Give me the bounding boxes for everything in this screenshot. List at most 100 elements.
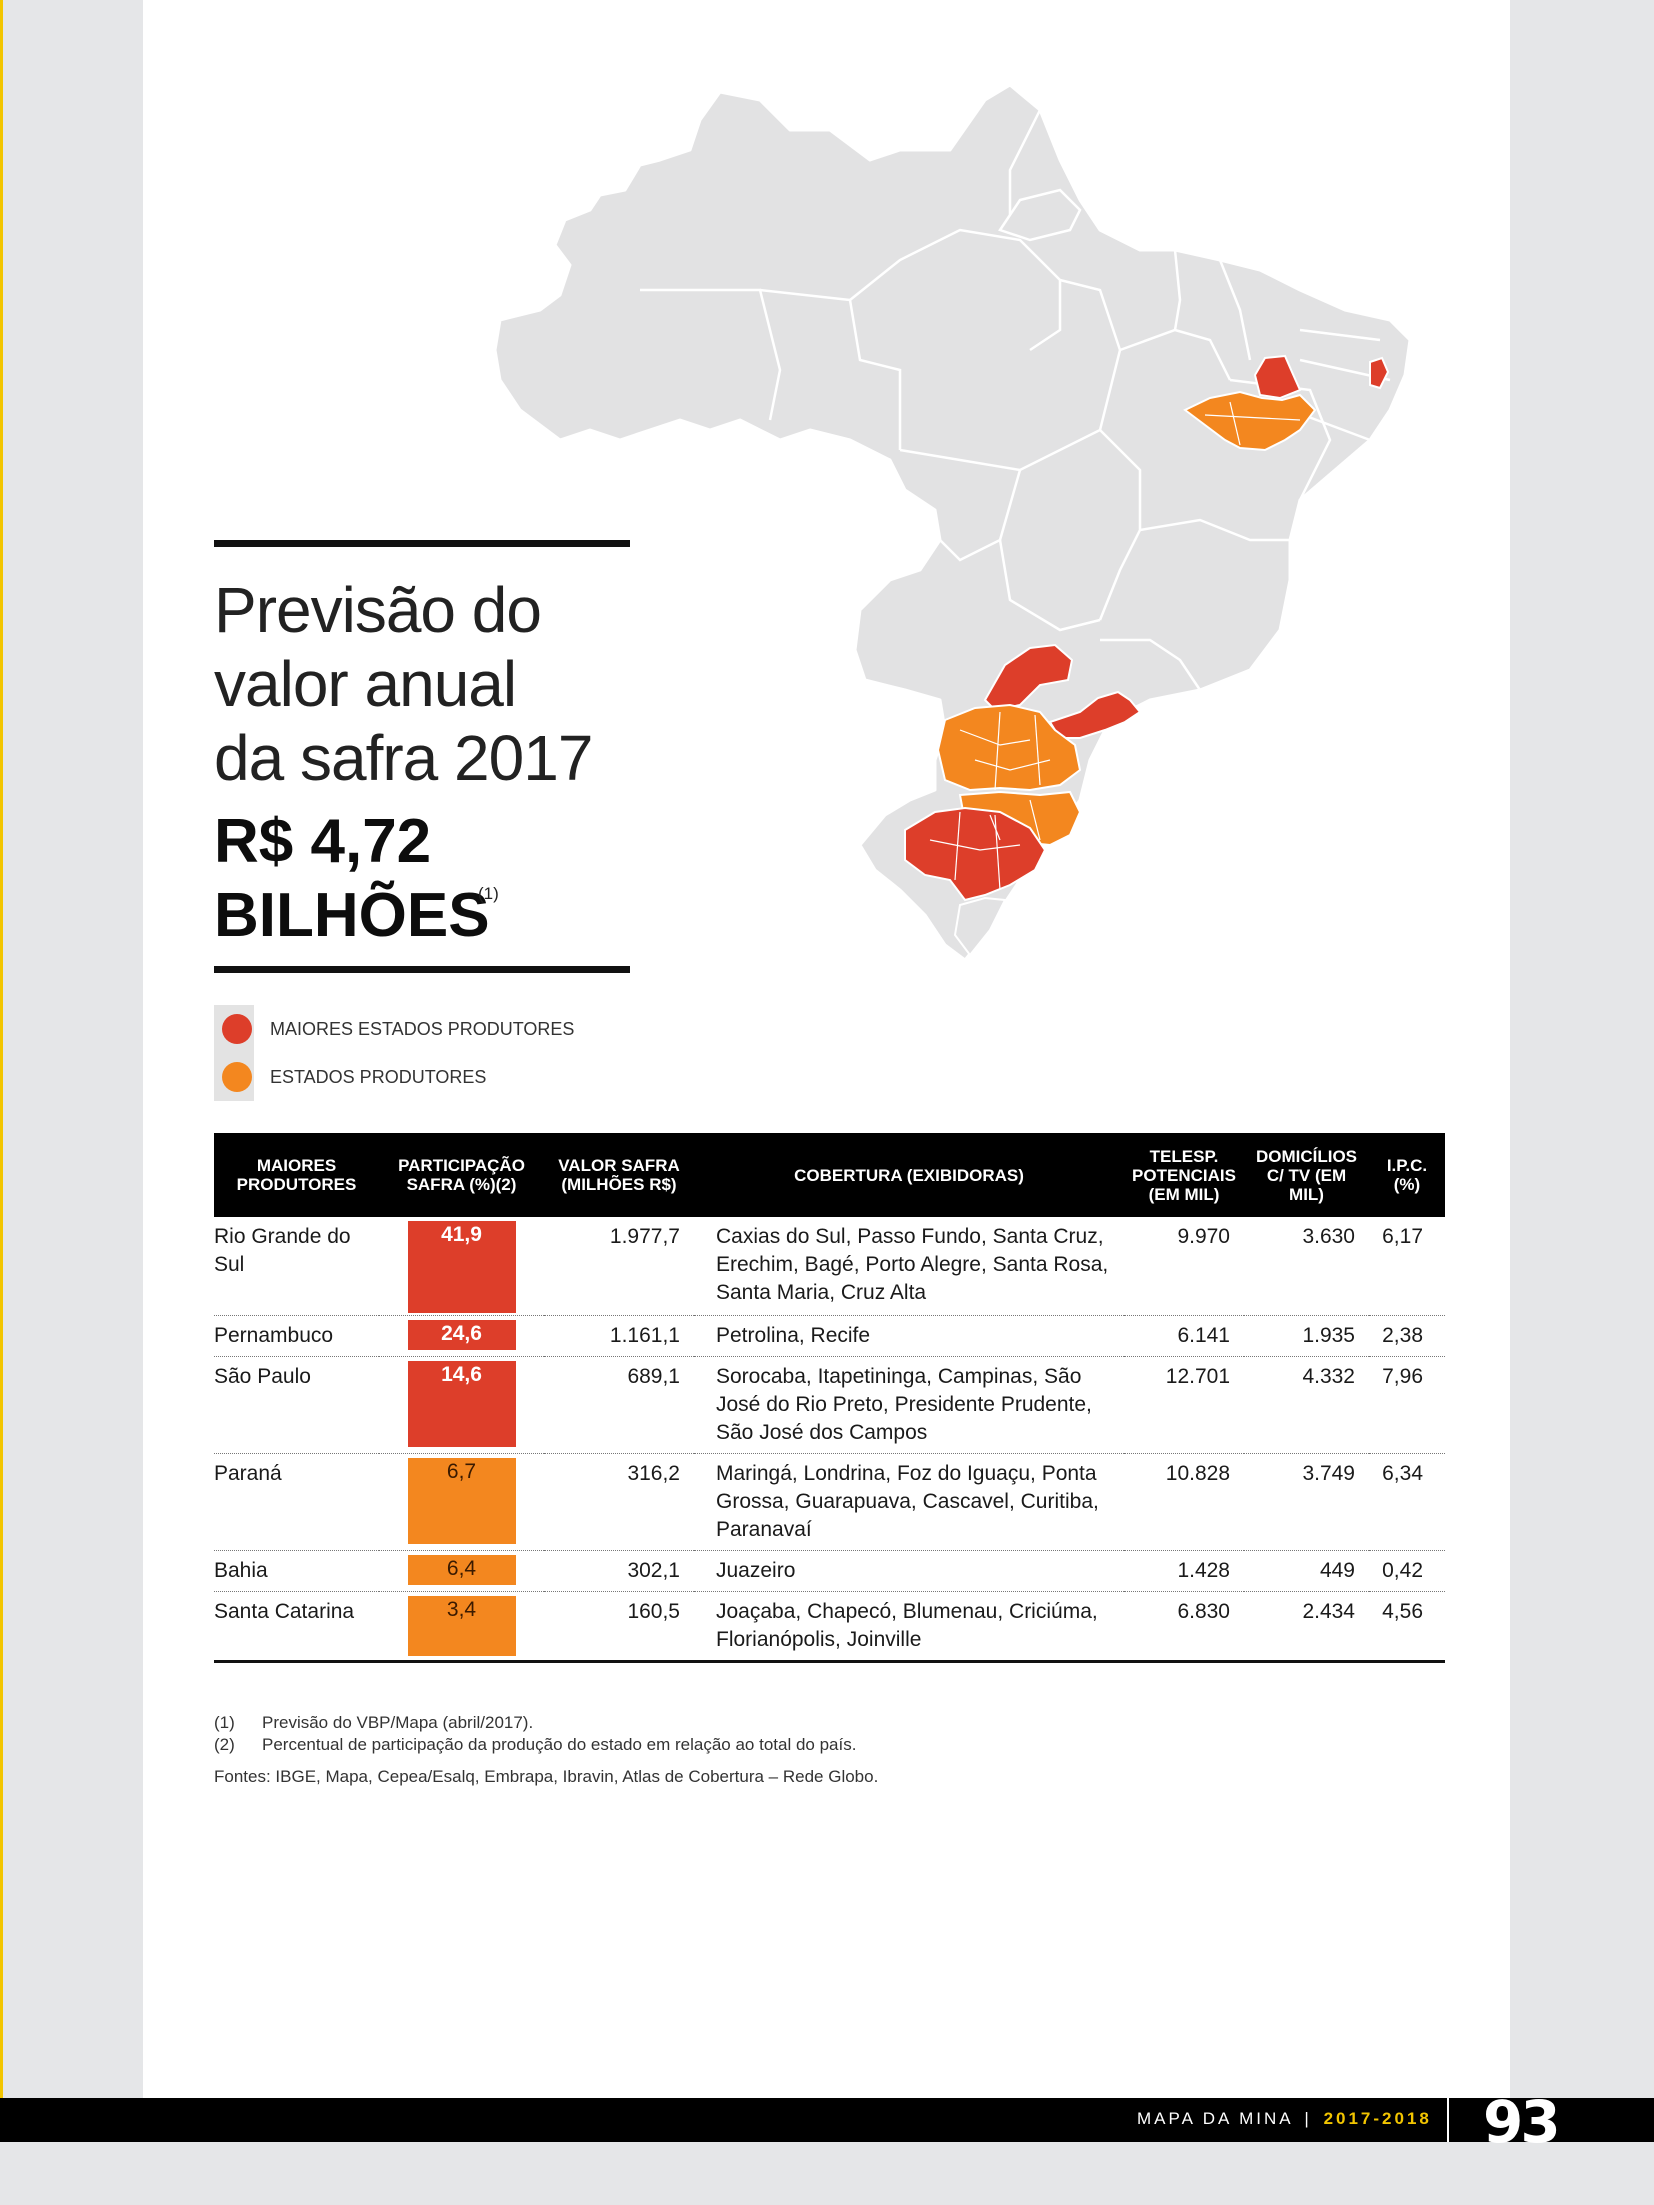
cell-viewers: 6.830	[1124, 1591, 1244, 1663]
cell-state: Pernambuco	[214, 1315, 379, 1357]
headline-amount: R$ 4,72	[214, 807, 432, 876]
headline-line-1: Previsão do	[214, 574, 542, 646]
cell-value: 1.977,7	[544, 1217, 694, 1316]
header-producer: MAIORES PRODUTORES	[236, 1156, 357, 1194]
cell-coverage: Joaçaba, Chapecó, Blumenau, Criciúma, Fl…	[694, 1591, 1124, 1663]
cell-ipc: 0,42	[1369, 1550, 1445, 1592]
share-bar-major: 14,6	[407, 1361, 516, 1447]
cell-viewers: 12.701	[1124, 1356, 1244, 1454]
table-row: Paraná 6,7 316,2 Maringá, Londrina, Foz …	[214, 1453, 1445, 1551]
share-bar-major: 24,6	[407, 1320, 516, 1350]
table-row: Pernambuco 24,6 1.161,1 Petrolina, Recif…	[214, 1315, 1445, 1357]
cell-viewers: 6.141	[1124, 1315, 1244, 1357]
cell-households: 3.630	[1244, 1217, 1369, 1316]
footer-separator: |	[1304, 2109, 1312, 2128]
legend-dot-major	[222, 1014, 252, 1044]
cell-coverage: Juazeiro	[694, 1550, 1124, 1592]
legend-item-producer: ESTADOS PRODUTORES	[214, 1053, 574, 1101]
cell-ipc: 4,56	[1369, 1591, 1445, 1663]
table-row: Rio Grande do Sul 41,9 1.977,7 Caxias do…	[214, 1217, 1445, 1316]
table-row: Santa Catarina 3,4 160,5 Joaçaba, Chapec…	[214, 1591, 1445, 1663]
map-municipal-lines	[929, 401, 1301, 891]
table-row: Bahia 6,4 302,1 Juazeiro 1.428 449 0,42	[214, 1550, 1445, 1592]
cell-coverage: Caxias do Sul, Passo Fundo, Santa Cruz, …	[694, 1217, 1124, 1316]
left-edge-stripe	[0, 0, 3, 2100]
share-bar-producer: 6,4	[407, 1555, 516, 1585]
legend-label-major: MAIORES ESTADOS PRODUTORES	[270, 1018, 575, 1039]
page-number: 93	[1483, 2088, 1561, 2156]
cell-state: Rio Grande do Sul	[214, 1217, 379, 1316]
legend-dot-producer	[222, 1062, 252, 1092]
cell-coverage: Petrolina, Recife	[694, 1315, 1124, 1357]
producers-table: MAIORES PRODUTORES PARTICIPAÇÃO SAFRA (%…	[214, 1133, 1445, 1663]
headline-rule-top	[214, 540, 630, 547]
legend-label-producer: ESTADOS PRODUTORES	[270, 1066, 487, 1087]
map-country-outline	[493, 83, 1412, 962]
header-households: DOMICÍLIOS C/ TV (EM MIL)	[1255, 1146, 1358, 1204]
header-ipc: I.P.C. (%)	[1386, 1156, 1428, 1194]
cell-ipc: 6,17	[1369, 1217, 1445, 1316]
cell-share: 6,4	[379, 1550, 544, 1592]
map-region-sao-paulo-east	[1048, 690, 1142, 739]
cell-share: 6,7	[379, 1453, 544, 1551]
footer-divider	[1447, 2098, 1449, 2142]
cell-viewers: 9.970	[1124, 1217, 1244, 1316]
footnote-2: (2) Percentual de participação da produç…	[214, 1734, 878, 1756]
brazil-map	[493, 83, 1412, 962]
map-state-borders	[640, 109, 1391, 691]
cell-state: Bahia	[214, 1550, 379, 1592]
cell-share: 14,6	[379, 1356, 544, 1454]
cell-households: 449	[1244, 1550, 1369, 1592]
map-region-south-tip	[953, 896, 1007, 957]
cell-share: 24,6	[379, 1315, 544, 1357]
table-header-row: MAIORES PRODUTORES PARTICIPAÇÃO SAFRA (%…	[214, 1133, 1445, 1217]
cell-share: 3,4	[379, 1591, 544, 1663]
footer-running-title: MAPA DA MINA | 2017-2018	[1137, 2109, 1432, 2129]
share-bar-producer: 3,4	[407, 1596, 516, 1656]
cell-households: 4.332	[1244, 1356, 1369, 1454]
share-bar-producer: 6,7	[407, 1458, 516, 1544]
footnote-1: (1) Previsão do VBP/Mapa (abril/2017).	[214, 1712, 878, 1734]
cell-households: 1.935	[1244, 1315, 1369, 1357]
map-amapa-outline	[998, 188, 1082, 242]
map-region-bahia	[1183, 390, 1317, 452]
header-viewers: TELESP. POTENCIAIS (EM MIL)	[1132, 1146, 1236, 1204]
cell-state: Paraná	[214, 1453, 379, 1551]
map-region-pernambuco	[1253, 354, 1302, 400]
headline-line-3: da safra 2017	[214, 722, 593, 794]
sources-line: Fontes: IBGE, Mapa, Cepea/Esalq, Embrapa…	[214, 1767, 879, 1786]
header-share: PARTICIPAÇÃO SAFRA (%)(2)	[398, 1156, 525, 1194]
headline-rule-bottom	[214, 966, 630, 973]
table-row: São Paulo 14,6 689,1 Sorocaba, Itapetini…	[214, 1356, 1445, 1454]
cell-value: 689,1	[544, 1356, 694, 1454]
footnote-1-text: Previsão do VBP/Mapa (abril/2017).	[262, 1713, 534, 1732]
footnotes: (1) Previsão do VBP/Mapa (abril/2017). (…	[214, 1712, 878, 1788]
cell-value: 160,5	[544, 1591, 694, 1663]
map-legend: MAIORES ESTADOS PRODUTORES ESTADOS PRODU…	[214, 1005, 574, 1101]
share-bar-major: 41,9	[407, 1221, 516, 1313]
cell-households: 3.749	[1244, 1453, 1369, 1551]
headline-footnote-marker: (1)	[478, 884, 499, 903]
map-region-parana	[936, 703, 1082, 792]
footnote-1-marker: (1)	[214, 1713, 235, 1732]
cell-ipc: 2,38	[1369, 1315, 1445, 1357]
footer-years: 2017-2018	[1323, 2109, 1432, 2128]
header-coverage: COBERTURA (EXIBIDORAS)	[794, 1165, 1024, 1185]
footnote-2-marker: (2)	[214, 1735, 235, 1754]
headline-line-2: valor anual	[214, 648, 517, 720]
cell-ipc: 6,34	[1369, 1453, 1445, 1551]
legend-item-major: MAIORES ESTADOS PRODUTORES	[214, 1005, 574, 1053]
cell-ipc: 7,96	[1369, 1356, 1445, 1454]
cell-state: São Paulo	[214, 1356, 379, 1454]
map-region-rio-grande-do-sul	[904, 806, 1047, 902]
cell-households: 2.434	[1244, 1591, 1369, 1663]
footer-bar	[0, 2098, 1654, 2142]
cell-viewers: 10.828	[1124, 1453, 1244, 1551]
cell-value: 316,2	[544, 1453, 694, 1551]
footer-publication: MAPA DA MINA	[1137, 2109, 1293, 2128]
footnote-2-text: Percentual de participação da produção d…	[262, 1735, 857, 1754]
headline-amount-unit: BILHÕES	[214, 881, 490, 950]
cell-coverage: Maringá, Londrina, Foz do Iguaçu, Ponta …	[694, 1453, 1124, 1551]
headline: Previsão do valor anual da safra 2017	[214, 573, 634, 795]
cell-share: 41,9	[379, 1217, 544, 1316]
